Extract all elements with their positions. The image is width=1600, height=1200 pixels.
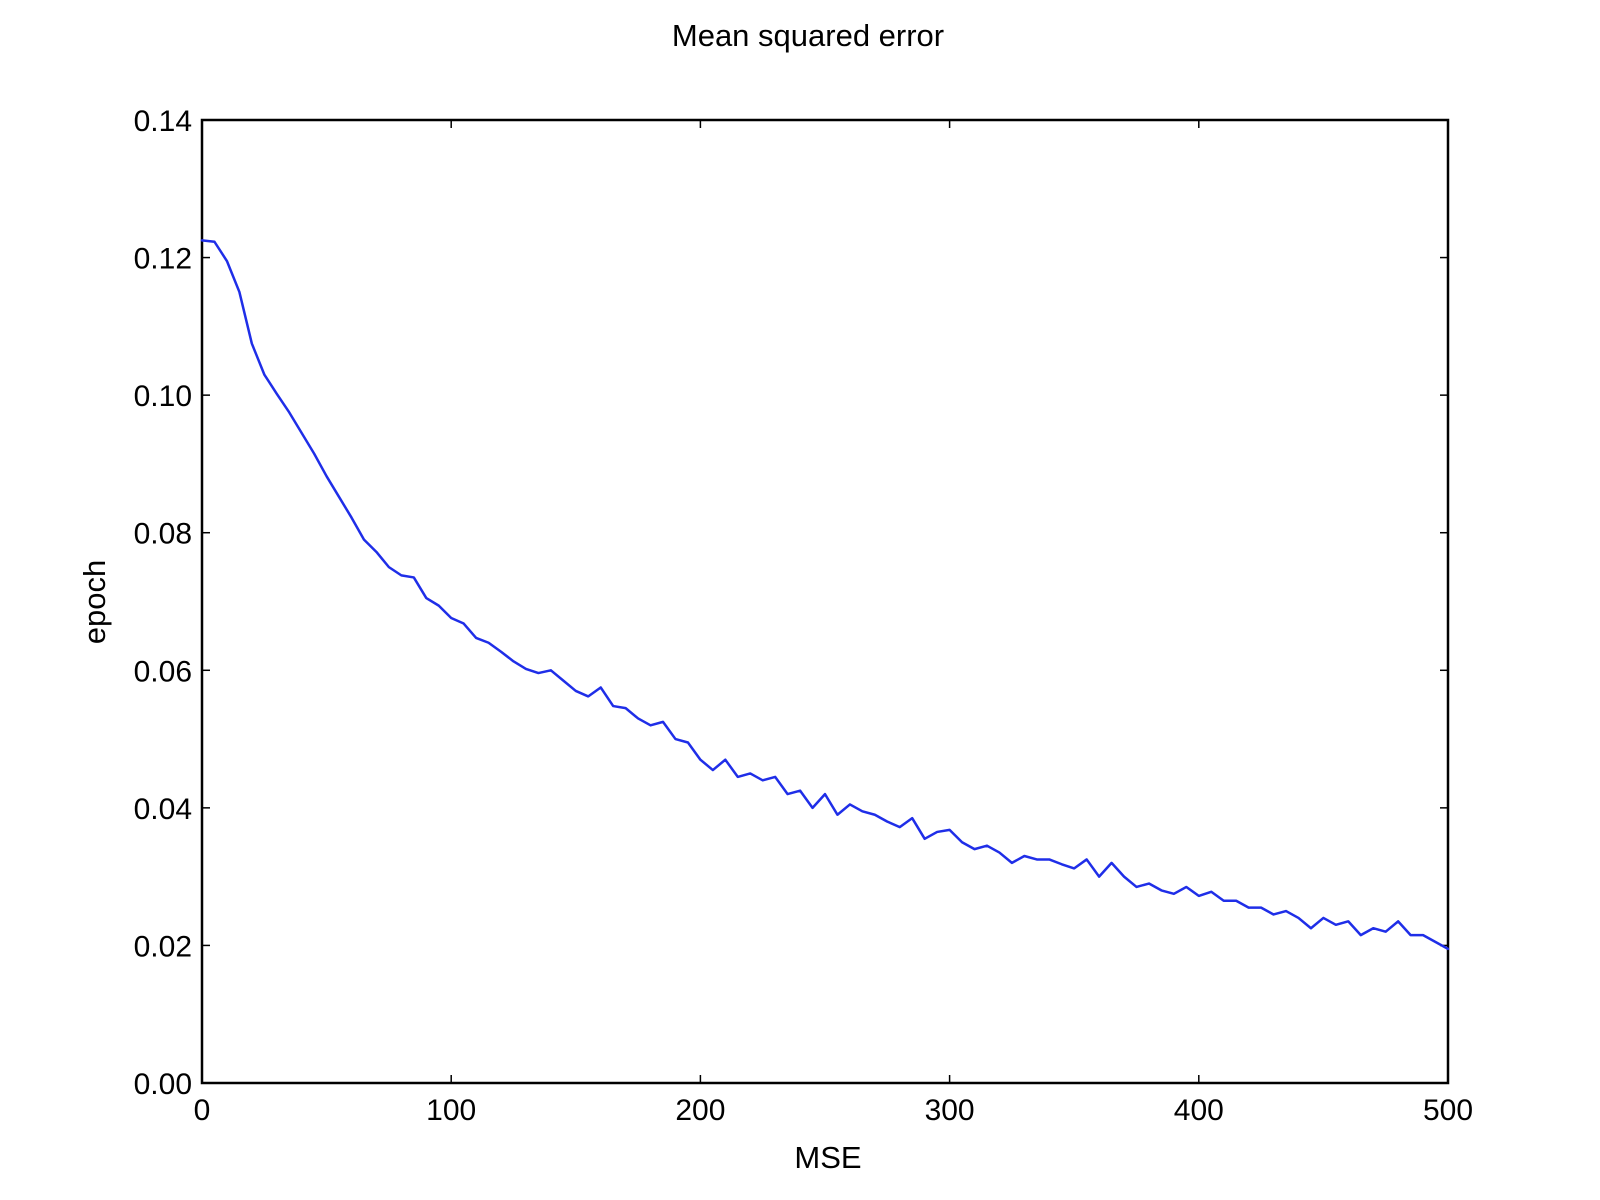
x-axis-title: MSE <box>794 1140 861 1175</box>
x-tick-label: 200 <box>675 1094 725 1127</box>
plot-area <box>200 118 1450 1085</box>
x-axis: 0 100 200 300 400 500 <box>194 120 1473 1127</box>
x-tick-label: 500 <box>1423 1094 1473 1127</box>
x-tick-label: 100 <box>426 1094 476 1127</box>
y-tick-label: 0.10 <box>134 380 192 413</box>
x-tick-label: 300 <box>925 1094 975 1127</box>
plot-frame <box>200 118 1450 1085</box>
y-axis-title: epoch <box>77 560 112 644</box>
y-tick-label: 0.06 <box>134 655 192 688</box>
series-line <box>200 239 1450 951</box>
y-axis: 0.00 0.02 0.04 0.06 0.08 0.10 0.12 0.14 <box>134 105 1448 1101</box>
chart-title: Mean squared error <box>672 18 944 53</box>
y-tick-label: 0.08 <box>134 518 192 551</box>
y-tick-label: 0.02 <box>134 930 192 963</box>
x-tick-label: 0 <box>194 1094 211 1127</box>
x-tick-label: 400 <box>1174 1094 1224 1127</box>
y-tick-label: 0.04 <box>134 793 192 826</box>
y-tick-label: 0.00 <box>134 1068 192 1101</box>
y-tick-label: 0.14 <box>134 105 192 138</box>
y-tick-label: 0.12 <box>134 243 192 276</box>
